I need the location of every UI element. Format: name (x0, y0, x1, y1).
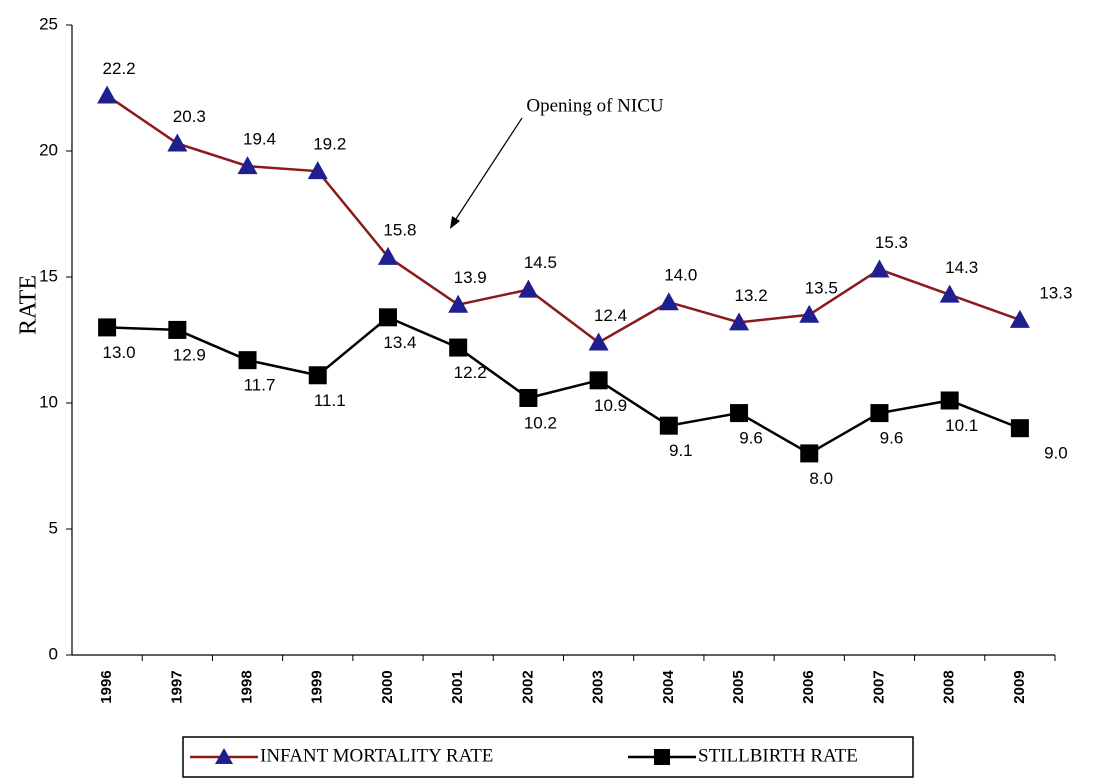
legend-box (182, 736, 914, 778)
legend-marker (215, 748, 233, 764)
annotation-arrow-head (450, 216, 460, 229)
value-label: 12.4 (594, 306, 627, 325)
triangle-marker (377, 246, 398, 265)
value-label: 13.2 (734, 286, 767, 305)
square-marker (308, 366, 327, 385)
legend-label: INFANT MORTALITY RATE (260, 745, 493, 766)
square-marker (589, 371, 608, 390)
triangle-marker (869, 259, 890, 278)
value-label: 13.4 (383, 333, 416, 352)
square-marker (870, 404, 889, 423)
value-label: 9.0 (1044, 444, 1068, 463)
x-tick-label: 2004 (660, 670, 677, 704)
value-label: 13.3 (1039, 283, 1072, 302)
value-label: 11.1 (314, 391, 346, 410)
value-label: 12.2 (454, 363, 487, 382)
value-label: 13.0 (103, 343, 136, 362)
triangle-marker (307, 161, 328, 180)
triangle-marker (799, 304, 820, 323)
x-tick-label: 2002 (519, 670, 536, 703)
value-label: 9.6 (880, 429, 904, 448)
y-tick-label: 20 (39, 140, 58, 159)
value-label: 15.8 (383, 220, 416, 239)
value-label: 13.9 (454, 268, 487, 287)
x-tick-label: 1999 (309, 670, 326, 703)
x-tick-label: 1996 (98, 670, 115, 703)
legend-marker (654, 749, 670, 765)
value-label: 15.3 (875, 233, 908, 252)
y-tick-label: 0 (49, 644, 58, 663)
legend-label: STILLBIRTH RATE (698, 745, 858, 766)
x-tick-label: 1997 (168, 670, 185, 703)
value-label: 13.5 (805, 278, 838, 297)
triangle-marker (939, 284, 960, 303)
square-marker (730, 404, 749, 423)
square-marker (800, 444, 819, 463)
value-label: 9.1 (669, 441, 693, 460)
value-label: 10.2 (524, 413, 557, 432)
value-label: 11.7 (244, 376, 276, 395)
value-label: 22.2 (103, 59, 136, 78)
square-marker (168, 320, 187, 339)
value-label: 14.5 (524, 253, 557, 272)
y-tick-label: 15 (39, 266, 58, 285)
x-tick-label: 1998 (239, 670, 256, 703)
annotation-arrow (451, 117, 523, 226)
triangle-marker (97, 85, 118, 104)
y-tick-label: 25 (39, 14, 58, 33)
square-marker (1010, 419, 1029, 438)
triangle-marker (658, 292, 679, 311)
square-marker (940, 391, 959, 410)
x-tick-label: 2009 (1011, 670, 1028, 703)
x-tick-label: 2001 (449, 670, 466, 703)
series-line (106, 94, 1021, 345)
triangle-marker (167, 133, 188, 152)
triangle-marker (588, 332, 609, 351)
value-label: 12.9 (173, 345, 206, 364)
triangle-marker (237, 156, 258, 175)
square-marker (519, 388, 538, 407)
triangle-marker (518, 279, 539, 298)
value-label: 19.2 (313, 135, 346, 154)
series-line (107, 315, 1021, 455)
x-tick-label: 2000 (379, 670, 396, 703)
triangle-marker (448, 294, 469, 313)
y-axis-label: RATE (16, 275, 42, 335)
x-tick-label: 2007 (870, 670, 887, 703)
annotation: Opening of NICU (526, 95, 663, 116)
value-label: 10.1 (945, 416, 978, 435)
value-label: 10.9 (594, 396, 627, 415)
value-label: 8.0 (809, 469, 833, 488)
triangle-marker (1009, 309, 1030, 328)
x-tick-label: 2008 (941, 670, 958, 703)
square-marker (449, 338, 468, 357)
y-tick-label: 10 (39, 392, 58, 411)
x-tick-label: 2005 (730, 670, 747, 703)
square-marker (659, 416, 678, 435)
value-label: 14.0 (664, 266, 697, 285)
x-tick-label: 2006 (800, 670, 817, 703)
value-label: 14.3 (945, 258, 978, 277)
y-tick-label: 5 (49, 518, 58, 537)
triangle-marker (729, 312, 750, 331)
value-label: 20.3 (173, 107, 206, 126)
square-marker (238, 351, 257, 370)
square-marker (98, 318, 117, 337)
value-label: 19.4 (243, 130, 276, 149)
value-label: 9.6 (739, 429, 763, 448)
x-tick-label: 2003 (590, 670, 607, 703)
square-marker (378, 308, 397, 327)
